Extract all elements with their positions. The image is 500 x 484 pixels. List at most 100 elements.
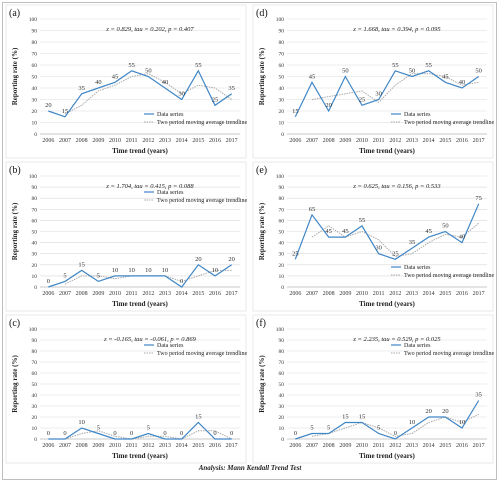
y-tick-label: 10 <box>32 274 38 280</box>
data-label: 35 <box>78 85 85 92</box>
data-label: 15 <box>78 261 85 268</box>
x-tick-label: 2009 <box>92 138 104 144</box>
data-label: 50 <box>342 68 349 75</box>
x-tick-label: 2010 <box>109 138 121 144</box>
data-label: 40 <box>459 234 466 241</box>
x-tick-label: 2015 <box>439 291 451 297</box>
legend-label-trend: Two period moving average trendline <box>404 351 495 357</box>
legend: Data series Two period moving average tre… <box>391 343 495 357</box>
y-axis-title: Reporting rate (%) <box>11 202 19 260</box>
y-tick-label: 50 <box>279 75 285 81</box>
legend-label-data: Data series <box>157 190 184 196</box>
data-label: 30 <box>375 245 382 252</box>
y-tick-label: 20 <box>279 263 285 269</box>
y-tick-label: 20 <box>32 415 38 421</box>
x-tick-label: 2009 <box>339 138 351 144</box>
x-tick-label: 2013 <box>406 443 418 449</box>
x-tick-label: 2007 <box>306 443 318 449</box>
y-tick-label: 60 <box>279 371 285 377</box>
data-label: 55 <box>425 62 432 69</box>
y-tick-label: 40 <box>279 393 285 399</box>
x-tick-label: 2013 <box>159 291 171 297</box>
x-tick-label: 2010 <box>109 291 121 297</box>
y-tick-label: 90 <box>32 338 38 344</box>
data-label: 35 <box>228 85 235 92</box>
y-tick-label: 50 <box>279 230 285 236</box>
data-label: 50 <box>475 68 482 75</box>
data-label: 45 <box>442 73 449 80</box>
stats-annotation: z = 0.625, tau = 0.156, p = 0.533 <box>352 183 441 190</box>
data-label: 25 <box>359 96 366 103</box>
data-label: 45 <box>425 228 432 235</box>
data-label: 5 <box>147 425 150 432</box>
y-tick-label: 40 <box>279 241 285 247</box>
panel-label: (d) <box>256 8 268 19</box>
x-tick-label: 2011 <box>126 443 138 449</box>
x-tick-label: 2006 <box>289 443 301 449</box>
legend-label-data: Data series <box>404 343 431 349</box>
data-label: 10 <box>459 419 466 426</box>
figure-border <box>2 2 497 480</box>
data-label: 45 <box>309 73 316 80</box>
x-tick-label: 2014 <box>176 138 188 144</box>
y-tick-label: 70 <box>32 52 38 58</box>
data-label: 20 <box>45 102 52 109</box>
x-tick-label: 2015 <box>192 291 204 297</box>
data-label: 0 <box>63 430 66 437</box>
y-tick-label: 0 <box>34 285 37 291</box>
y-tick-label: 40 <box>32 86 38 92</box>
data-label: 55 <box>128 62 135 69</box>
data-label: 15 <box>359 414 366 421</box>
x-tick-label: 2009 <box>339 443 351 449</box>
data-label: 10 <box>128 267 135 274</box>
y-tick-label: 50 <box>32 382 38 388</box>
data-label: 15 <box>342 414 349 421</box>
data-label: 25 <box>392 250 399 257</box>
data-label: 55 <box>359 217 366 224</box>
x-tick-label: 2010 <box>356 138 368 144</box>
y-tick-label: 60 <box>32 218 38 224</box>
y-tick-label: 40 <box>32 393 38 399</box>
data-label: 20 <box>325 102 332 109</box>
x-tick-label: 2015 <box>192 443 204 449</box>
panel-label: (a) <box>9 8 20 19</box>
data-series-line <box>48 69 233 118</box>
data-series-line <box>48 263 233 288</box>
legend-label-data: Data series <box>404 112 431 118</box>
legend-label-data: Data series <box>157 343 184 349</box>
y-tick-label: 50 <box>32 75 38 81</box>
x-tick-label: 2009 <box>92 443 104 449</box>
y-tick-label: 60 <box>279 218 285 224</box>
x-tick-label: 2016 <box>209 138 221 144</box>
x-tick-label: 2008 <box>323 138 335 144</box>
legend-label-trend: Two period moving average trendline <box>404 120 495 126</box>
legend-label-trend: Two period moving average trendline <box>157 351 248 357</box>
data-label: 40 <box>459 79 466 86</box>
data-label: 20 <box>442 408 449 415</box>
y-tick-label: 10 <box>32 121 38 127</box>
y-tick-label: 90 <box>32 29 38 35</box>
data-label: 0 <box>47 278 50 285</box>
panel-label: (b) <box>9 165 21 176</box>
x-tick-label: 2017 <box>226 443 238 449</box>
y-tick-label: 40 <box>279 86 285 92</box>
data-label: 5 <box>97 272 100 279</box>
y-tick-label: 10 <box>279 121 285 127</box>
x-tick-label: 2012 <box>142 291 154 297</box>
x-tick-label: 2016 <box>209 443 221 449</box>
y-tick-label: 100 <box>29 17 38 23</box>
y-tick-label: 60 <box>279 63 285 69</box>
data-label: 5 <box>377 425 380 432</box>
x-tick-label: 2015 <box>439 138 451 144</box>
data-label: 0 <box>394 430 397 437</box>
trend-series-line <box>311 413 479 437</box>
data-label: 55 <box>392 62 399 69</box>
legend-label-trend: Two period moving average trendline <box>157 198 248 204</box>
x-tick-label: 2015 <box>439 443 451 449</box>
y-axis-title: Reporting rate (%) <box>258 202 266 260</box>
y-tick-label: 70 <box>279 360 285 366</box>
data-label: 10 <box>212 267 219 274</box>
